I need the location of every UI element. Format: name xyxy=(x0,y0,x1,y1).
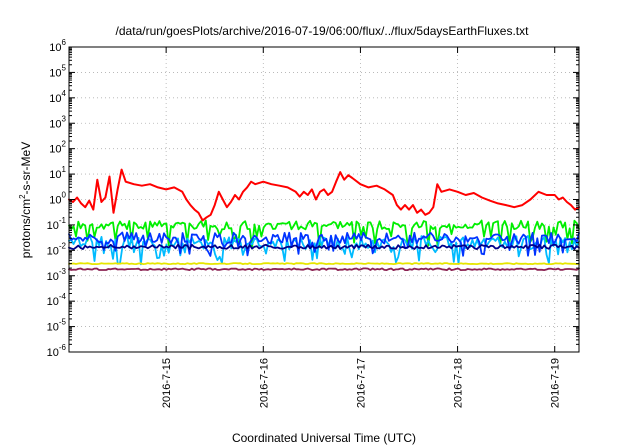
x-tick-label: 2016-7-16 xyxy=(258,358,270,408)
y-tick-label: 106 xyxy=(49,38,66,54)
y-tick-label: 105 xyxy=(49,63,66,79)
x-axis-label: Coordinated Universal Time (UTC) xyxy=(232,431,416,445)
series-line xyxy=(68,243,580,251)
y-axis-label-pre: protons/cm xyxy=(19,199,33,258)
y-tick-label: 101 xyxy=(49,165,66,181)
y-axis-label-sup: 2 xyxy=(18,194,27,199)
x-tick-label: 2016-7-18 xyxy=(453,358,465,408)
y-tick-label: 10-6 xyxy=(47,343,67,359)
series-line xyxy=(68,262,580,265)
x-tick-label: 2016-7-17 xyxy=(355,358,367,408)
y-tick-label: 10-1 xyxy=(47,216,67,232)
y-axis-label: protons/cm2-s-sr-MeV xyxy=(18,142,33,258)
y-tick-label: 102 xyxy=(49,140,66,156)
x-axis: 2016-7-15 2016-7-16 2016-7-17 2016-7-18 2016… xyxy=(161,47,562,408)
grid-lines xyxy=(69,47,579,352)
chart-title: /data/run/goesPlots/archive/2016-07-19/0… xyxy=(116,24,530,38)
y-axis: 10-6 10-5 10-4 10-3 10-2 10-1 100 101 102 103 104 1… xyxy=(47,38,579,359)
x-tick-label: 2016-7-15 xyxy=(161,358,173,408)
y-tick-label: 103 xyxy=(49,114,66,130)
series-line xyxy=(68,267,580,271)
y-tick-label: 10-4 xyxy=(47,292,67,308)
series-layer xyxy=(68,168,580,271)
y-tick-label: 100 xyxy=(49,191,66,207)
series-line xyxy=(68,234,580,266)
series-line xyxy=(68,219,580,249)
y-tick-label: 10-5 xyxy=(47,318,67,334)
y-tick-label: 10-3 xyxy=(47,267,67,283)
y-axis-label-post: -s-sr-MeV xyxy=(19,142,33,195)
series-line xyxy=(68,168,580,222)
series-line xyxy=(68,231,580,257)
x-tick-label: 2016-7-19 xyxy=(550,358,562,408)
y-tick-label: 104 xyxy=(49,89,66,105)
y-tick-label: 10-2 xyxy=(47,241,67,257)
